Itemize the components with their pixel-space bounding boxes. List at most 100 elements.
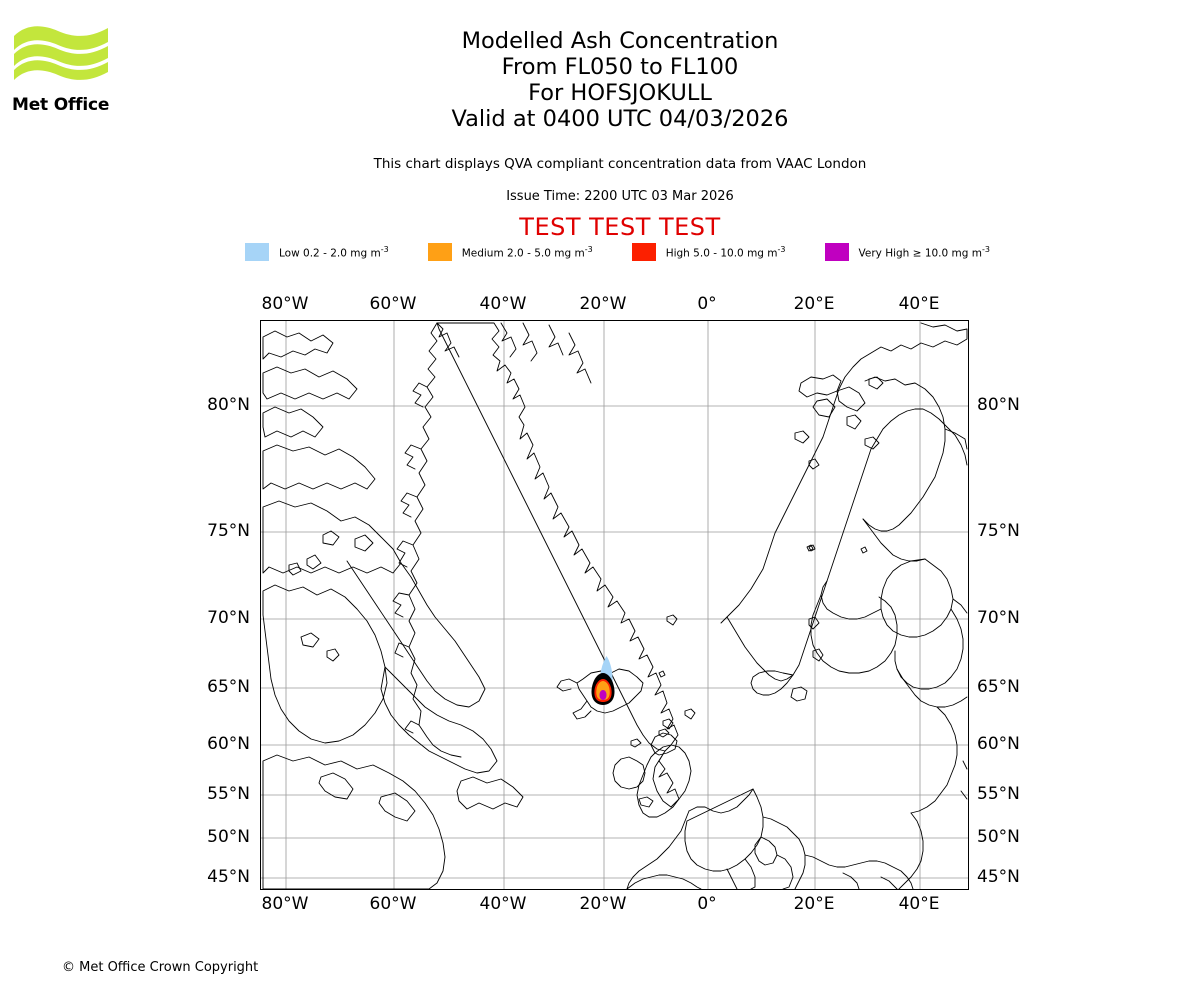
switzerland-france-border xyxy=(744,858,756,889)
denmark-jutland xyxy=(750,670,794,696)
axel-heiberg-island xyxy=(262,406,324,438)
legend-label-high: High 5.0 - 10.0 mg m-3 xyxy=(666,245,786,260)
denmark-zealand xyxy=(790,686,808,702)
ash-concentration-map[interactable] xyxy=(260,320,969,890)
barents-island-2 xyxy=(864,436,880,450)
legend-high-prefix: High xyxy=(665,247,690,260)
y-tick-label-right: 50°N xyxy=(977,827,1020,847)
met-office-wordmark: Met Office xyxy=(12,95,110,115)
orkney-islands xyxy=(658,728,670,738)
legend-label-very-high: Very High ≥ 10.0 mg m-3 xyxy=(859,245,991,260)
legend-low-prefix: Low xyxy=(279,247,300,260)
gulf-st-lawrence-island xyxy=(318,772,354,800)
greenland-west-coast xyxy=(408,322,462,758)
newfoundland xyxy=(456,776,524,810)
svalbard-island-small xyxy=(846,414,862,430)
x-tick-label-bottom: 40°E xyxy=(898,894,940,914)
y-tick-label-right: 75°N xyxy=(977,521,1020,541)
greenland-west-fjord-4 xyxy=(396,540,414,568)
caspian-coast-fragment xyxy=(962,760,968,770)
legend-item-high: High 5.0 - 10.0 mg m-3 xyxy=(631,243,786,261)
y-tick-label-left: 75°N xyxy=(207,521,250,541)
y-tick-label-left: 70°N xyxy=(207,608,250,628)
arctic-small-island-3 xyxy=(306,554,322,570)
ash-plume xyxy=(591,656,615,705)
legend-medium-unit: mg m xyxy=(554,247,585,260)
legend-item-very-high: Very High ≥ 10.0 mg m-3 xyxy=(824,243,991,261)
hopen-island xyxy=(808,458,820,470)
ellesmere-north xyxy=(262,330,334,360)
legend-item-medium: Medium 2.0 - 5.0 mg m-3 xyxy=(427,243,593,261)
legend-high-range: 5.0 - 10.0 xyxy=(693,247,744,260)
iceland-south-peninsula xyxy=(572,700,592,720)
legend-veryhigh-range: ≥ 10.0 xyxy=(912,247,949,260)
norway-west-coast xyxy=(720,322,968,624)
y-tick-label-left: 45°N xyxy=(207,867,250,887)
x-tick-label-bottom: 20°W xyxy=(579,894,627,914)
greenland-west-fjord-6 xyxy=(394,642,410,658)
title-line-3: For HOFSJOKULL xyxy=(528,80,712,106)
legend-low-range: 0.2 - 2.0 xyxy=(303,247,347,260)
outer-hebrides xyxy=(630,738,642,748)
russia-southwest xyxy=(910,706,958,814)
alps-austria xyxy=(754,836,778,866)
greenland-west-fjord-1 xyxy=(412,382,428,408)
jan-mayen xyxy=(666,614,678,626)
greenland-west-fjord-2 xyxy=(404,444,422,470)
hudson-bay-west xyxy=(262,584,388,744)
y-tick-label-right: 60°N xyxy=(977,734,1020,754)
legend-label-low: Low 0.2 - 2.0 mg m-3 xyxy=(279,245,389,260)
greenland-ne-coast-detail xyxy=(500,322,517,358)
y-tick-label-right: 65°N xyxy=(977,677,1020,697)
iberia-north-border xyxy=(726,868,738,889)
hudson-bay-island xyxy=(300,632,320,648)
barents-island xyxy=(794,430,810,444)
y-tick-label-left: 60°N xyxy=(207,734,250,754)
legend-high-unit: mg m xyxy=(747,247,778,260)
concentration-legend: Low 0.2 - 2.0 mg m-3 Medium 2.0 - 5.0 mg… xyxy=(245,241,990,263)
test-banner: TEST TEST TEST xyxy=(519,213,721,241)
legend-medium-exp: -3 xyxy=(584,244,593,254)
map-gridlines xyxy=(261,321,968,889)
x-tick-label-top: 0° xyxy=(697,294,717,314)
caspian-coast-fragment-2 xyxy=(960,790,968,800)
met-office-logo: Met Office xyxy=(12,22,122,117)
greenland-ne-coast-detail-2 xyxy=(522,322,538,362)
title-line-2: From FL050 to FL100 xyxy=(501,54,739,80)
plume-contour-very-high xyxy=(599,690,607,700)
legend-veryhigh-unit: mg m xyxy=(951,247,983,260)
ireland xyxy=(612,756,646,790)
y-tick-label-right: 80°N xyxy=(977,395,1020,415)
y-tick-label-left: 65°N xyxy=(207,677,250,697)
france-west-coast xyxy=(626,810,690,889)
ukraine-south-border xyxy=(896,668,968,708)
svalbard-edgeoya xyxy=(812,398,836,418)
legend-medium-range: 2.0 - 5.0 xyxy=(507,247,551,260)
legend-label-medium: Medium 2.0 - 5.0 mg m-3 xyxy=(462,245,593,260)
x-tick-label-bottom: 40°W xyxy=(479,894,527,914)
x-tick-label-top: 60°W xyxy=(369,294,417,314)
x-tick-label-bottom: 20°E xyxy=(793,894,835,914)
arctic-small-island-1 xyxy=(322,530,340,546)
legend-swatch-medium xyxy=(427,243,452,261)
faroe-islands xyxy=(684,708,696,720)
baltic-states xyxy=(880,558,954,638)
poland-baltic-coast xyxy=(820,580,882,620)
y-tick-label-right: 55°N xyxy=(977,784,1020,804)
issue-time: Issue Time: 2200 UTC 03 Mar 2026 xyxy=(506,189,734,204)
legend-item-low: Low 0.2 - 2.0 mg m-3 xyxy=(245,243,389,261)
poland-outline xyxy=(810,594,898,674)
iberia-coast xyxy=(626,874,702,889)
iceland-coastline xyxy=(576,668,644,714)
ellesmere-island xyxy=(262,366,358,400)
baffin-east-coast xyxy=(346,560,486,708)
x-tick-label-top: 20°E xyxy=(793,294,835,314)
great-britain xyxy=(636,744,692,818)
greenland-west-fjord-7 xyxy=(404,720,420,734)
legend-veryhigh-prefix: Very High xyxy=(858,247,910,260)
greenland-south-tip xyxy=(652,750,680,808)
arctic-small-island-2 xyxy=(354,534,374,552)
y-tick-label-left: 80°N xyxy=(207,395,250,415)
x-tick-label-bottom: 0° xyxy=(697,894,717,914)
greenland-east-coast-detail xyxy=(568,332,592,384)
